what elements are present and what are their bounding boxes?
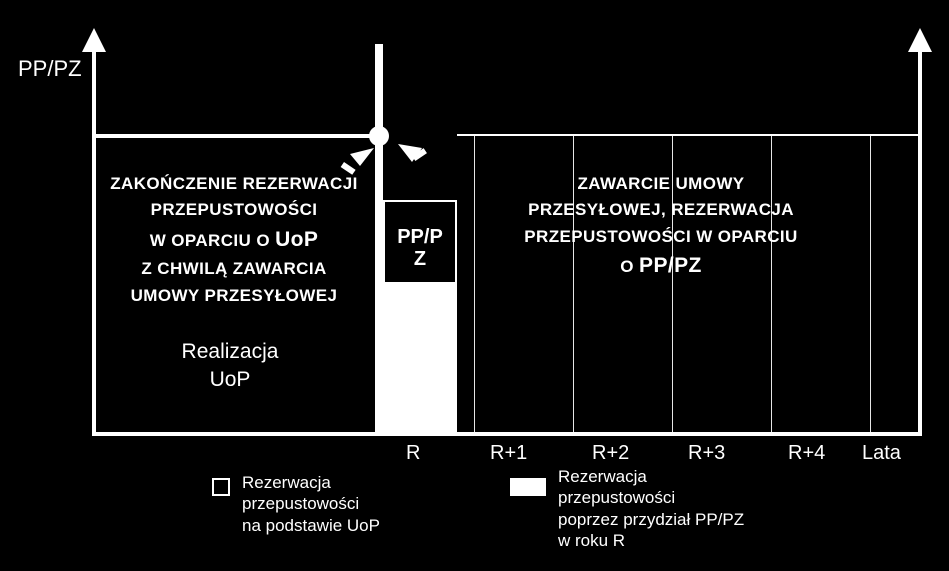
left-caption: ZAKOŃCZENIE REZERWACJI PRZEPUSTOWOŚCI W … bbox=[100, 171, 368, 309]
y-axis-right-arrow-icon bbox=[908, 28, 932, 52]
left-l3b: UoP bbox=[275, 228, 318, 251]
level-line bbox=[94, 134, 382, 138]
left-l3: W OPARCIU O UoP bbox=[100, 224, 368, 257]
left-l5: UMOWY PRZESYŁOWEJ bbox=[100, 283, 368, 309]
arrow-right-to-dot-icon bbox=[398, 144, 434, 174]
left-lower-l2: UoP bbox=[210, 368, 251, 391]
legend1-l1: Rezerwacja bbox=[242, 473, 331, 492]
vertical-separator bbox=[375, 44, 383, 436]
left-l3a: W OPARCIU O bbox=[150, 231, 275, 250]
left-lower-caption: Realizacja UoP bbox=[140, 338, 320, 395]
legend2-l1: Rezerwacja bbox=[558, 467, 647, 486]
legend1-swatch bbox=[212, 478, 230, 496]
intersection-dot bbox=[369, 126, 389, 146]
tick-r2: R+2 bbox=[592, 442, 629, 465]
left-l4: Z CHWILĄ ZAWARCIA bbox=[100, 256, 368, 282]
right-l4: O PP/PZ bbox=[496, 250, 826, 283]
y-axis-arrow-icon bbox=[82, 28, 106, 52]
y-axis-label: PP/PZ bbox=[18, 56, 82, 82]
bar-fill bbox=[383, 282, 457, 434]
bar-label-top: PP/P bbox=[397, 226, 443, 248]
gridline bbox=[474, 136, 475, 434]
gridline bbox=[870, 136, 871, 434]
legend1-l2: przepustowości bbox=[242, 494, 359, 513]
y-axis-right bbox=[918, 44, 922, 436]
right-l4b: PP/PZ bbox=[639, 254, 702, 277]
legend2-l4: w roku R bbox=[558, 531, 625, 550]
left-l1: ZAKOŃCZENIE REZERWACJI bbox=[100, 171, 368, 197]
bar-label-bottom: Z bbox=[414, 248, 426, 270]
right-l1: ZAWARCIE UMOWY bbox=[496, 171, 826, 197]
tick-r: R bbox=[406, 442, 420, 465]
left-l2: PRZEPUSTOWOŚCI bbox=[100, 197, 368, 223]
tick-lata: Lata bbox=[862, 442, 901, 465]
capacity-diagram: PP/PZ PP/P Z ZAKOŃCZENIE REZERWACJI PRZE… bbox=[0, 0, 949, 571]
right-caption: ZAWARCIE UMOWY PRZESYŁOWEJ, REZERWACJA P… bbox=[496, 171, 826, 283]
legend2-l2: przepustowości bbox=[558, 488, 675, 507]
right-l3: PRZEPUSTOWOŚCI W OPARCIU bbox=[496, 224, 826, 250]
left-lower-l1: Realizacja bbox=[182, 340, 279, 363]
legend2-text: Rezerwacja przepustowości poprzez przydz… bbox=[558, 466, 818, 551]
tick-r1: R+1 bbox=[490, 442, 527, 465]
y-axis bbox=[92, 44, 96, 436]
right-l4a: O bbox=[620, 257, 639, 276]
legend1-l3: na podstawie UoP bbox=[242, 516, 380, 535]
tick-r3: R+3 bbox=[688, 442, 725, 465]
legend2-l3: poprzez przydział PP/PZ bbox=[558, 510, 744, 529]
bar-label: PP/P Z bbox=[386, 226, 454, 270]
tick-r4: R+4 bbox=[788, 442, 825, 465]
legend2-swatch bbox=[510, 478, 546, 496]
x-axis bbox=[92, 432, 922, 436]
legend1-text: Rezerwacja przepustowości na podstawie U… bbox=[242, 472, 462, 536]
right-top-line bbox=[457, 134, 919, 136]
right-l2: PRZESYŁOWEJ, REZERWACJA bbox=[496, 197, 826, 223]
